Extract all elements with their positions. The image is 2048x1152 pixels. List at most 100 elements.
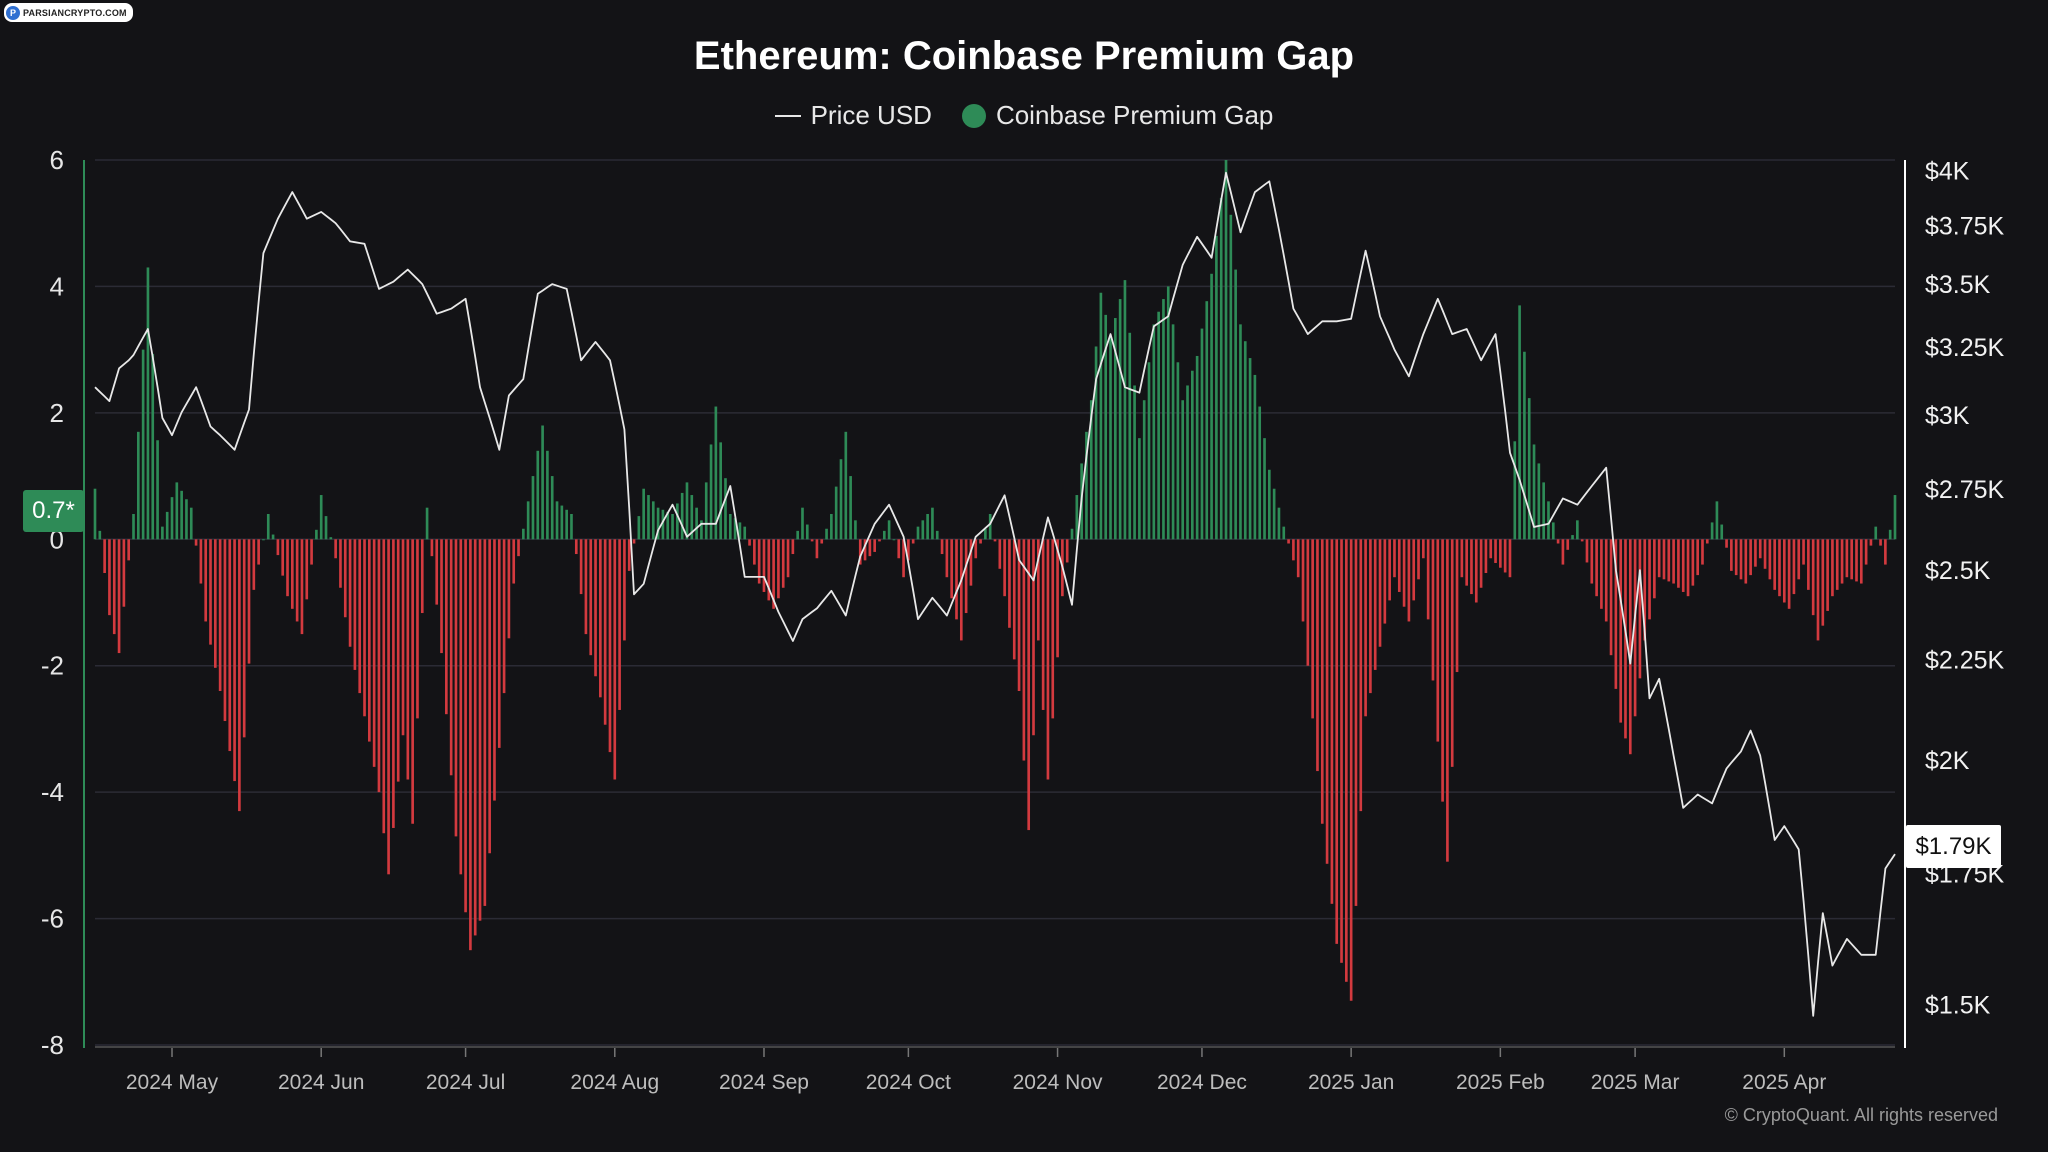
current-premium-badge: 0.7* (23, 490, 84, 532)
premium-bar (1571, 535, 1574, 540)
premium-bar (560, 505, 564, 540)
price-series-line (94, 171, 1896, 1017)
premium-bar (1219, 197, 1223, 540)
x-tick-label: 2024 Dec (1157, 1071, 1247, 1094)
premium-bar (1422, 539, 1425, 559)
premium-bar (810, 539, 814, 542)
premium-bar (319, 495, 323, 540)
premium-bar (690, 495, 694, 540)
premium-bar (935, 530, 939, 540)
premium-bar (1532, 444, 1536, 540)
premium-bar (733, 518, 737, 540)
premium-bar (1128, 332, 1132, 540)
right-tick-label: $2.75K (1925, 476, 2005, 504)
premium-bar (1099, 292, 1103, 540)
premium-bar (623, 539, 626, 641)
premium-bar (1778, 539, 1781, 597)
premium-bar (343, 539, 347, 618)
premium-bar (1345, 539, 1348, 982)
premium-bar (218, 539, 222, 691)
premium-bar (1869, 539, 1873, 546)
premium-bar (1364, 539, 1367, 717)
premium-bar (1094, 346, 1098, 540)
premium-bar (1474, 539, 1478, 603)
premium-bar (387, 539, 390, 875)
premium-bar (1763, 539, 1767, 569)
premium-bar (704, 482, 708, 540)
premium-bar (276, 539, 280, 556)
premium-bar (310, 539, 313, 565)
premium-bar (940, 539, 944, 555)
premium-bar (295, 539, 299, 622)
premium-bar (1426, 539, 1430, 620)
premium-bar (993, 539, 997, 542)
premium-bar (815, 539, 819, 559)
premium-bar (1138, 438, 1141, 540)
premium-bar (497, 539, 501, 748)
premium-bar (1320, 539, 1324, 824)
premium-bar (1888, 529, 1892, 540)
premium-bar (1537, 463, 1541, 540)
premium-bar (969, 539, 973, 586)
premium-bar (1162, 299, 1165, 540)
premium-bar (454, 539, 458, 837)
premium-bar (1065, 539, 1069, 563)
premium-bar (1441, 539, 1444, 802)
legend-item-price[interactable]: Price USD (774, 100, 932, 131)
premium-bar (247, 539, 251, 664)
premium-bar (786, 539, 790, 578)
premium-bar (805, 524, 809, 540)
premium-bar (1667, 539, 1671, 582)
premium-bar (1316, 539, 1319, 772)
left-tick-label: -6 (41, 904, 64, 934)
premium-bar (1142, 400, 1146, 540)
premium-bar (401, 539, 405, 736)
legend-item-premium[interactable]: Coinbase Premium Gap (961, 100, 1273, 131)
premium-bar (921, 520, 925, 540)
premium-bar (661, 509, 665, 540)
premium-bar (411, 539, 414, 824)
premium-bar (1551, 522, 1555, 540)
premium-bar (1046, 539, 1050, 780)
premium-bar (531, 476, 535, 540)
premium-bar (1884, 539, 1887, 565)
right-tick-label: $2.5K (1925, 557, 1991, 585)
premium-bar (801, 507, 804, 540)
premium-bar (719, 442, 722, 540)
premium-bar (1556, 539, 1560, 544)
premium-bar (873, 539, 877, 552)
premium-bar (916, 526, 920, 540)
premium-bar (1282, 526, 1286, 540)
premium-bar (1696, 539, 1699, 576)
premium-bar (1527, 398, 1531, 540)
premium-bar (93, 488, 97, 540)
premium-bar (1701, 539, 1704, 565)
chart-legend: Price USD Coinbase Premium Gap (0, 100, 2048, 131)
premium-bar (122, 539, 126, 607)
premium-bar (1349, 539, 1353, 1001)
premium-bar (1523, 351, 1526, 540)
premium-bar (1653, 539, 1656, 599)
x-tick-label: 2025 Feb (1456, 1071, 1545, 1094)
premium-bar (151, 353, 155, 540)
premium-bar (368, 539, 371, 742)
premium-bar (1272, 488, 1276, 540)
premium-bar (1542, 482, 1545, 540)
premium-bar (257, 539, 260, 565)
right-tick-label: $3.75K (1925, 212, 2005, 240)
premium-bar (700, 520, 703, 540)
premium-bar (1176, 362, 1180, 540)
premium-bar (1518, 305, 1521, 540)
premium-bar (238, 539, 241, 812)
premium-bar (1373, 539, 1377, 670)
copyright-text: © CryptoQuant. All rights reserved (1724, 1105, 1998, 1125)
premium-bar (863, 539, 867, 561)
right-tick-label: $3.5K (1925, 271, 1991, 299)
premium-bar (594, 539, 597, 677)
premium-bar (334, 539, 337, 559)
premium-bar (1027, 539, 1031, 831)
premium-bar (1104, 314, 1108, 540)
premium-bar (127, 539, 131, 561)
premium-bar (204, 539, 208, 622)
